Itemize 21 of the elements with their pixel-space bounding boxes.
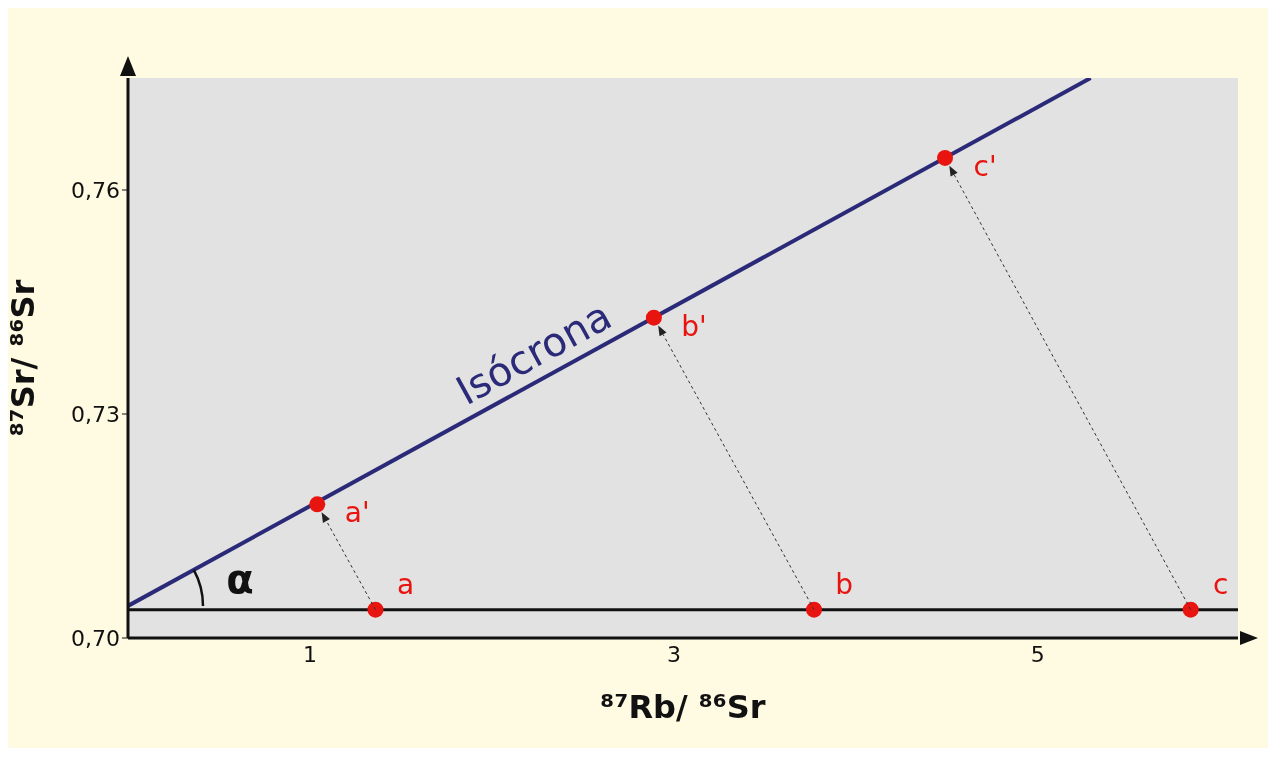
x-tick-label: 1	[302, 641, 317, 667]
y-axis-title: ⁸⁷Sr/ ⁸⁶Sr	[4, 279, 43, 437]
annotation: a'	[344, 496, 370, 530]
annotation: α	[226, 555, 254, 602]
point	[937, 149, 954, 166]
annotation: c'	[973, 149, 997, 183]
annotation: a	[396, 567, 415, 601]
y-tick-label: 0,76	[71, 177, 120, 203]
point	[309, 496, 326, 513]
annotation: c	[1212, 567, 1229, 601]
point	[645, 309, 662, 326]
point	[1182, 601, 1199, 618]
point	[367, 601, 384, 618]
x-tick-label: 5	[1030, 641, 1045, 667]
point	[806, 601, 823, 618]
y-tick-label: 0,70	[71, 625, 120, 651]
x-axis-title: ⁸⁷Rb/ ⁸⁶Sr	[600, 688, 766, 726]
annotation: b	[835, 567, 853, 601]
x-tick-label: 3	[666, 641, 681, 667]
y-tick-label: 0,73	[71, 401, 120, 427]
annotation: b'	[681, 309, 707, 343]
